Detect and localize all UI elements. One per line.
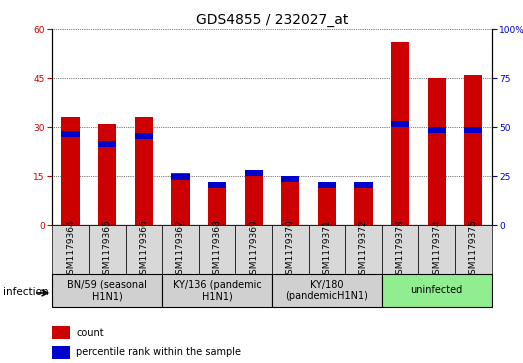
Text: count: count (76, 327, 104, 338)
Title: GDS4855 / 232027_at: GDS4855 / 232027_at (196, 13, 348, 26)
Text: GSM1179373: GSM1179373 (395, 219, 405, 280)
Bar (98, 141, 116, 147)
Bar (171, 174, 189, 180)
Bar (171, 173, 189, 225)
Bar (208, 186, 226, 225)
Bar (382, 274, 492, 307)
Bar (61, 131, 79, 137)
Text: GSM1179369: GSM1179369 (249, 219, 258, 280)
Bar (391, 121, 409, 127)
Bar (418, 225, 455, 274)
Bar (134, 133, 153, 139)
Text: GSM1179367: GSM1179367 (176, 219, 185, 280)
Bar (162, 274, 272, 307)
Text: GSM1179372: GSM1179372 (359, 219, 368, 280)
Bar (162, 225, 199, 274)
Text: KY/136 (pandemic
H1N1): KY/136 (pandemic H1N1) (173, 280, 262, 301)
Bar (391, 42, 409, 225)
Bar (208, 182, 226, 188)
Bar (52, 346, 70, 359)
Bar (199, 225, 235, 274)
Bar (126, 225, 162, 274)
Text: GSM1179374: GSM1179374 (432, 219, 441, 280)
Text: infection: infection (3, 287, 48, 297)
Bar (317, 182, 336, 188)
Text: KY/180
(pandemicH1N1): KY/180 (pandemicH1N1) (286, 280, 368, 301)
Text: GSM1179366: GSM1179366 (139, 219, 149, 280)
Bar (309, 225, 345, 274)
Bar (464, 127, 482, 133)
Bar (427, 78, 446, 225)
Bar (281, 176, 299, 225)
Bar (354, 182, 372, 188)
Bar (464, 75, 482, 225)
Bar (244, 170, 263, 176)
Bar (244, 170, 263, 225)
Text: GSM1179370: GSM1179370 (286, 219, 295, 280)
Bar (52, 326, 70, 339)
Bar (345, 225, 382, 274)
Bar (52, 274, 162, 307)
Text: percentile rank within the sample: percentile rank within the sample (76, 347, 242, 357)
Bar (98, 124, 116, 225)
Bar (235, 225, 272, 274)
Bar (89, 225, 126, 274)
Bar (354, 186, 372, 225)
Bar (382, 225, 418, 274)
Bar (317, 186, 336, 225)
Bar (272, 274, 382, 307)
Bar (52, 225, 89, 274)
Text: GSM1179364: GSM1179364 (66, 219, 75, 280)
Bar (134, 117, 153, 225)
Bar (272, 225, 309, 274)
Bar (281, 176, 299, 182)
Bar (61, 117, 79, 225)
Text: GSM1179371: GSM1179371 (322, 219, 332, 280)
Text: GSM1179365: GSM1179365 (103, 219, 112, 280)
Text: BN/59 (seasonal
H1N1): BN/59 (seasonal H1N1) (67, 280, 147, 301)
Text: uninfected: uninfected (411, 285, 463, 295)
Bar (427, 127, 446, 133)
Text: GSM1179368: GSM1179368 (212, 219, 222, 280)
Bar (455, 225, 492, 274)
Text: GSM1179375: GSM1179375 (469, 219, 478, 280)
